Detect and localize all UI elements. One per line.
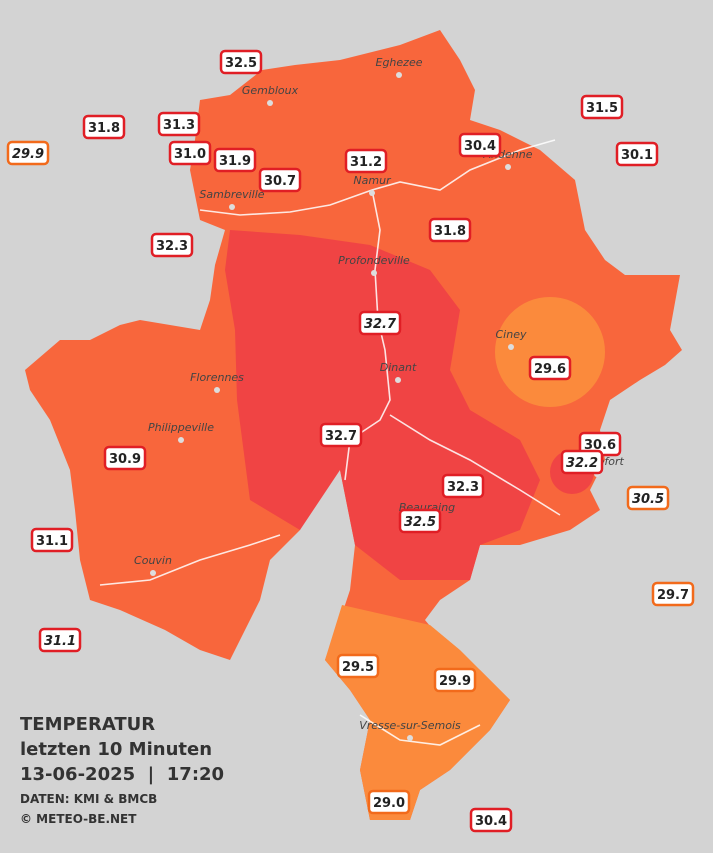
- station-value: 29.9: [439, 674, 471, 689]
- station-value: 32.5: [404, 515, 436, 530]
- city-dot: [505, 164, 511, 170]
- station-value: 32.3: [447, 480, 479, 495]
- stations: 32.5 31.8 31.3 29.9 31.0 31.9 30.7 31.2 30.4 31.5…: [6, 49, 695, 833]
- station-box: [319, 422, 363, 448]
- station-value: 30.1: [621, 148, 653, 163]
- copyright: © METEO-BE.NET: [20, 812, 137, 826]
- city-label: Vresse-sur-Semois: [359, 719, 461, 732]
- city-label: Couvin: [134, 554, 172, 567]
- station-value: 31.0: [174, 147, 206, 162]
- station-box: [213, 147, 257, 173]
- city-dot: [214, 387, 220, 393]
- station-box: [38, 627, 82, 653]
- station-box: [428, 217, 472, 243]
- source: DATEN: KMI & BMCB: [20, 792, 157, 806]
- station-box: [258, 167, 302, 193]
- station-value: 29.5: [342, 660, 374, 675]
- city-label: Profondeville: [338, 254, 410, 267]
- station-box: [367, 789, 411, 815]
- station-box: [344, 148, 388, 174]
- station-box: [651, 581, 695, 607]
- station-value: 31.5: [586, 101, 618, 116]
- datetime: 13-06-2025 | 17:20: [20, 764, 224, 785]
- city-label: Gembloux: [242, 84, 299, 97]
- station-value: 30.9: [109, 452, 141, 467]
- city-label: Eghezee: [376, 56, 423, 69]
- station-value: 30.7: [264, 174, 296, 189]
- station-value: 31.3: [163, 118, 195, 133]
- city-dot: [369, 190, 375, 196]
- station-box: [30, 527, 74, 553]
- city-dot: [267, 100, 273, 106]
- station-value: 32.3: [156, 239, 188, 254]
- station-value: 29.0: [373, 796, 405, 811]
- station-box: [615, 141, 659, 167]
- station-box: [6, 140, 50, 166]
- subtitle: letzten 10 Minuten: [20, 739, 212, 760]
- station-box: [528, 355, 572, 381]
- station-value: 30.5: [632, 492, 664, 507]
- city-dot: [396, 72, 402, 78]
- cities: EghezeeGemblouxAndenneNamurSambrevillePr…: [134, 56, 624, 741]
- station-value: 31.1: [44, 634, 76, 649]
- station-value: 31.1: [36, 534, 68, 549]
- city-dot: [508, 344, 514, 350]
- station-value: 32.7: [364, 317, 397, 332]
- legend-header: TEMPERATUR letzten 10 Minuten 13-06-2025…: [20, 714, 224, 826]
- city-label: Philippeville: [148, 421, 214, 434]
- station-value: 31.8: [434, 224, 466, 239]
- station-box: [398, 508, 442, 534]
- station-box: [433, 667, 477, 693]
- station-box: [336, 653, 380, 679]
- city-dot: [178, 437, 184, 443]
- station-box: [157, 111, 201, 137]
- city-label: Dinant: [380, 361, 417, 374]
- station-value: 30.6: [584, 438, 616, 453]
- station-box: [469, 807, 513, 833]
- station-box: [168, 140, 212, 166]
- city-label: Namur: [353, 174, 392, 187]
- station-value: 32.7: [325, 429, 357, 444]
- city-dot: [371, 270, 377, 276]
- city-label: Sambreville: [199, 188, 264, 201]
- station-value: 31.2: [350, 155, 382, 170]
- station-value: 32.5: [225, 56, 257, 71]
- station-box: [580, 94, 624, 120]
- station-value: 30.4: [475, 814, 507, 829]
- city-dot: [150, 570, 156, 576]
- station-value: 29.6: [534, 362, 566, 377]
- station-box: [150, 232, 194, 258]
- station-value: 32.2: [566, 456, 598, 471]
- station-value: 30.4: [464, 139, 496, 154]
- title: TEMPERATUR: [20, 714, 155, 735]
- station-value: 29.9: [12, 147, 44, 162]
- city-label: Florennes: [190, 371, 244, 384]
- cool-zone: [495, 297, 605, 407]
- station-box: [458, 132, 502, 158]
- station-box: [560, 449, 604, 475]
- station-value: 29.7: [657, 588, 689, 603]
- city-label: Ciney: [496, 328, 527, 341]
- station-box: [219, 49, 263, 75]
- station-box: [82, 114, 126, 140]
- station-box: [626, 485, 670, 511]
- station-box: [103, 445, 147, 471]
- station-value: 31.8: [88, 121, 120, 136]
- city-dot: [229, 204, 235, 210]
- station-box: [358, 310, 402, 336]
- city-dot: [407, 735, 413, 741]
- city-dot: [395, 377, 401, 383]
- station-box: [441, 473, 485, 499]
- station-value: 31.9: [219, 154, 251, 169]
